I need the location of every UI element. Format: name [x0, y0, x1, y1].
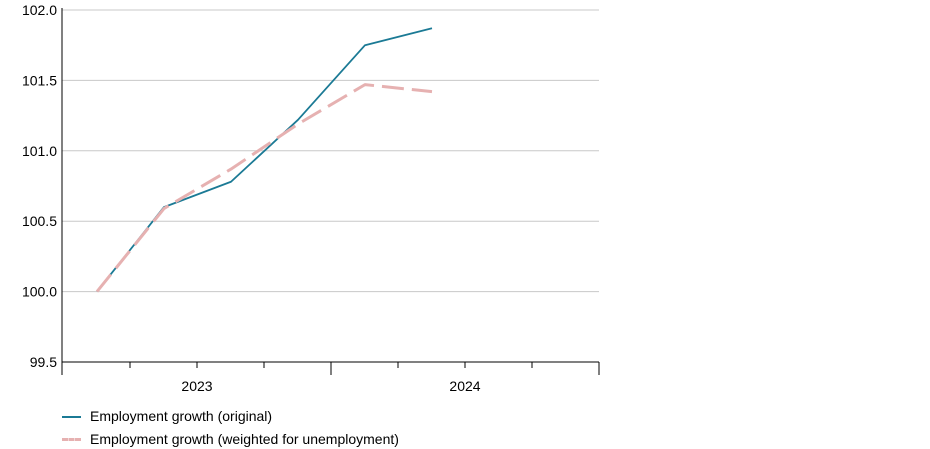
y-tick-label: 99.5	[30, 354, 57, 370]
legend: Employment growth (original) Employment …	[62, 405, 399, 449]
legend-swatch-original	[62, 415, 81, 418]
axes	[61, 8, 600, 375]
series-line-original	[96, 27, 433, 293]
legend-item-weighted: Employment growth (weighted for unemploy…	[62, 428, 399, 449]
legend-item-original: Employment growth (original)	[62, 405, 399, 428]
legend-label-weighted: Employment growth (weighted for unemploy…	[90, 431, 399, 447]
y-tick-label: 101.0	[22, 143, 57, 159]
series-lines	[95, 27, 433, 293]
y-tick-label: 100.0	[22, 284, 57, 300]
tick-labels: 99.5 100.0 100.5 101.0 101.5 102.0 2023 2024	[22, 2, 481, 394]
legend-swatch-weighted	[62, 438, 81, 441]
y-tick-label: 100.5	[22, 213, 57, 229]
y-tick-label: 102.0	[22, 2, 57, 18]
gridlines	[62, 9, 599, 293]
x-tick-label-2023: 2023	[181, 378, 212, 394]
y-tick-label: 101.5	[22, 72, 57, 88]
x-tick-label-2024: 2024	[449, 378, 480, 394]
legend-label-original: Employment growth (original)	[90, 408, 273, 424]
series-line-weighted	[95, 83, 433, 293]
